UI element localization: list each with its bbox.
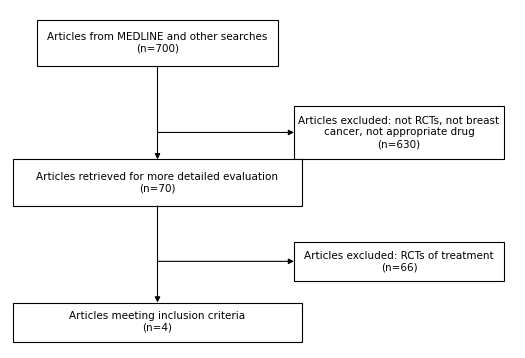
Bar (294, 106, 504, 159)
Text: Articles from MEDLINE and other searches
(n=700): Articles from MEDLINE and other searches… (47, 32, 268, 54)
Bar (37, 20, 278, 66)
Bar (294, 242, 504, 281)
Text: Articles retrieved for more detailed evaluation
(n=70): Articles retrieved for more detailed eva… (37, 172, 278, 193)
Text: Articles excluded: not RCTs, not breast
cancer, not appropriate drug
(n=630): Articles excluded: not RCTs, not breast … (298, 116, 500, 149)
Bar (13, 159, 302, 206)
Text: Articles excluded: RCTs of treatment
(n=66): Articles excluded: RCTs of treatment (n=… (304, 251, 494, 272)
Bar (13, 303, 302, 342)
Text: Articles meeting inclusion criteria
(n=4): Articles meeting inclusion criteria (n=4… (69, 311, 246, 333)
